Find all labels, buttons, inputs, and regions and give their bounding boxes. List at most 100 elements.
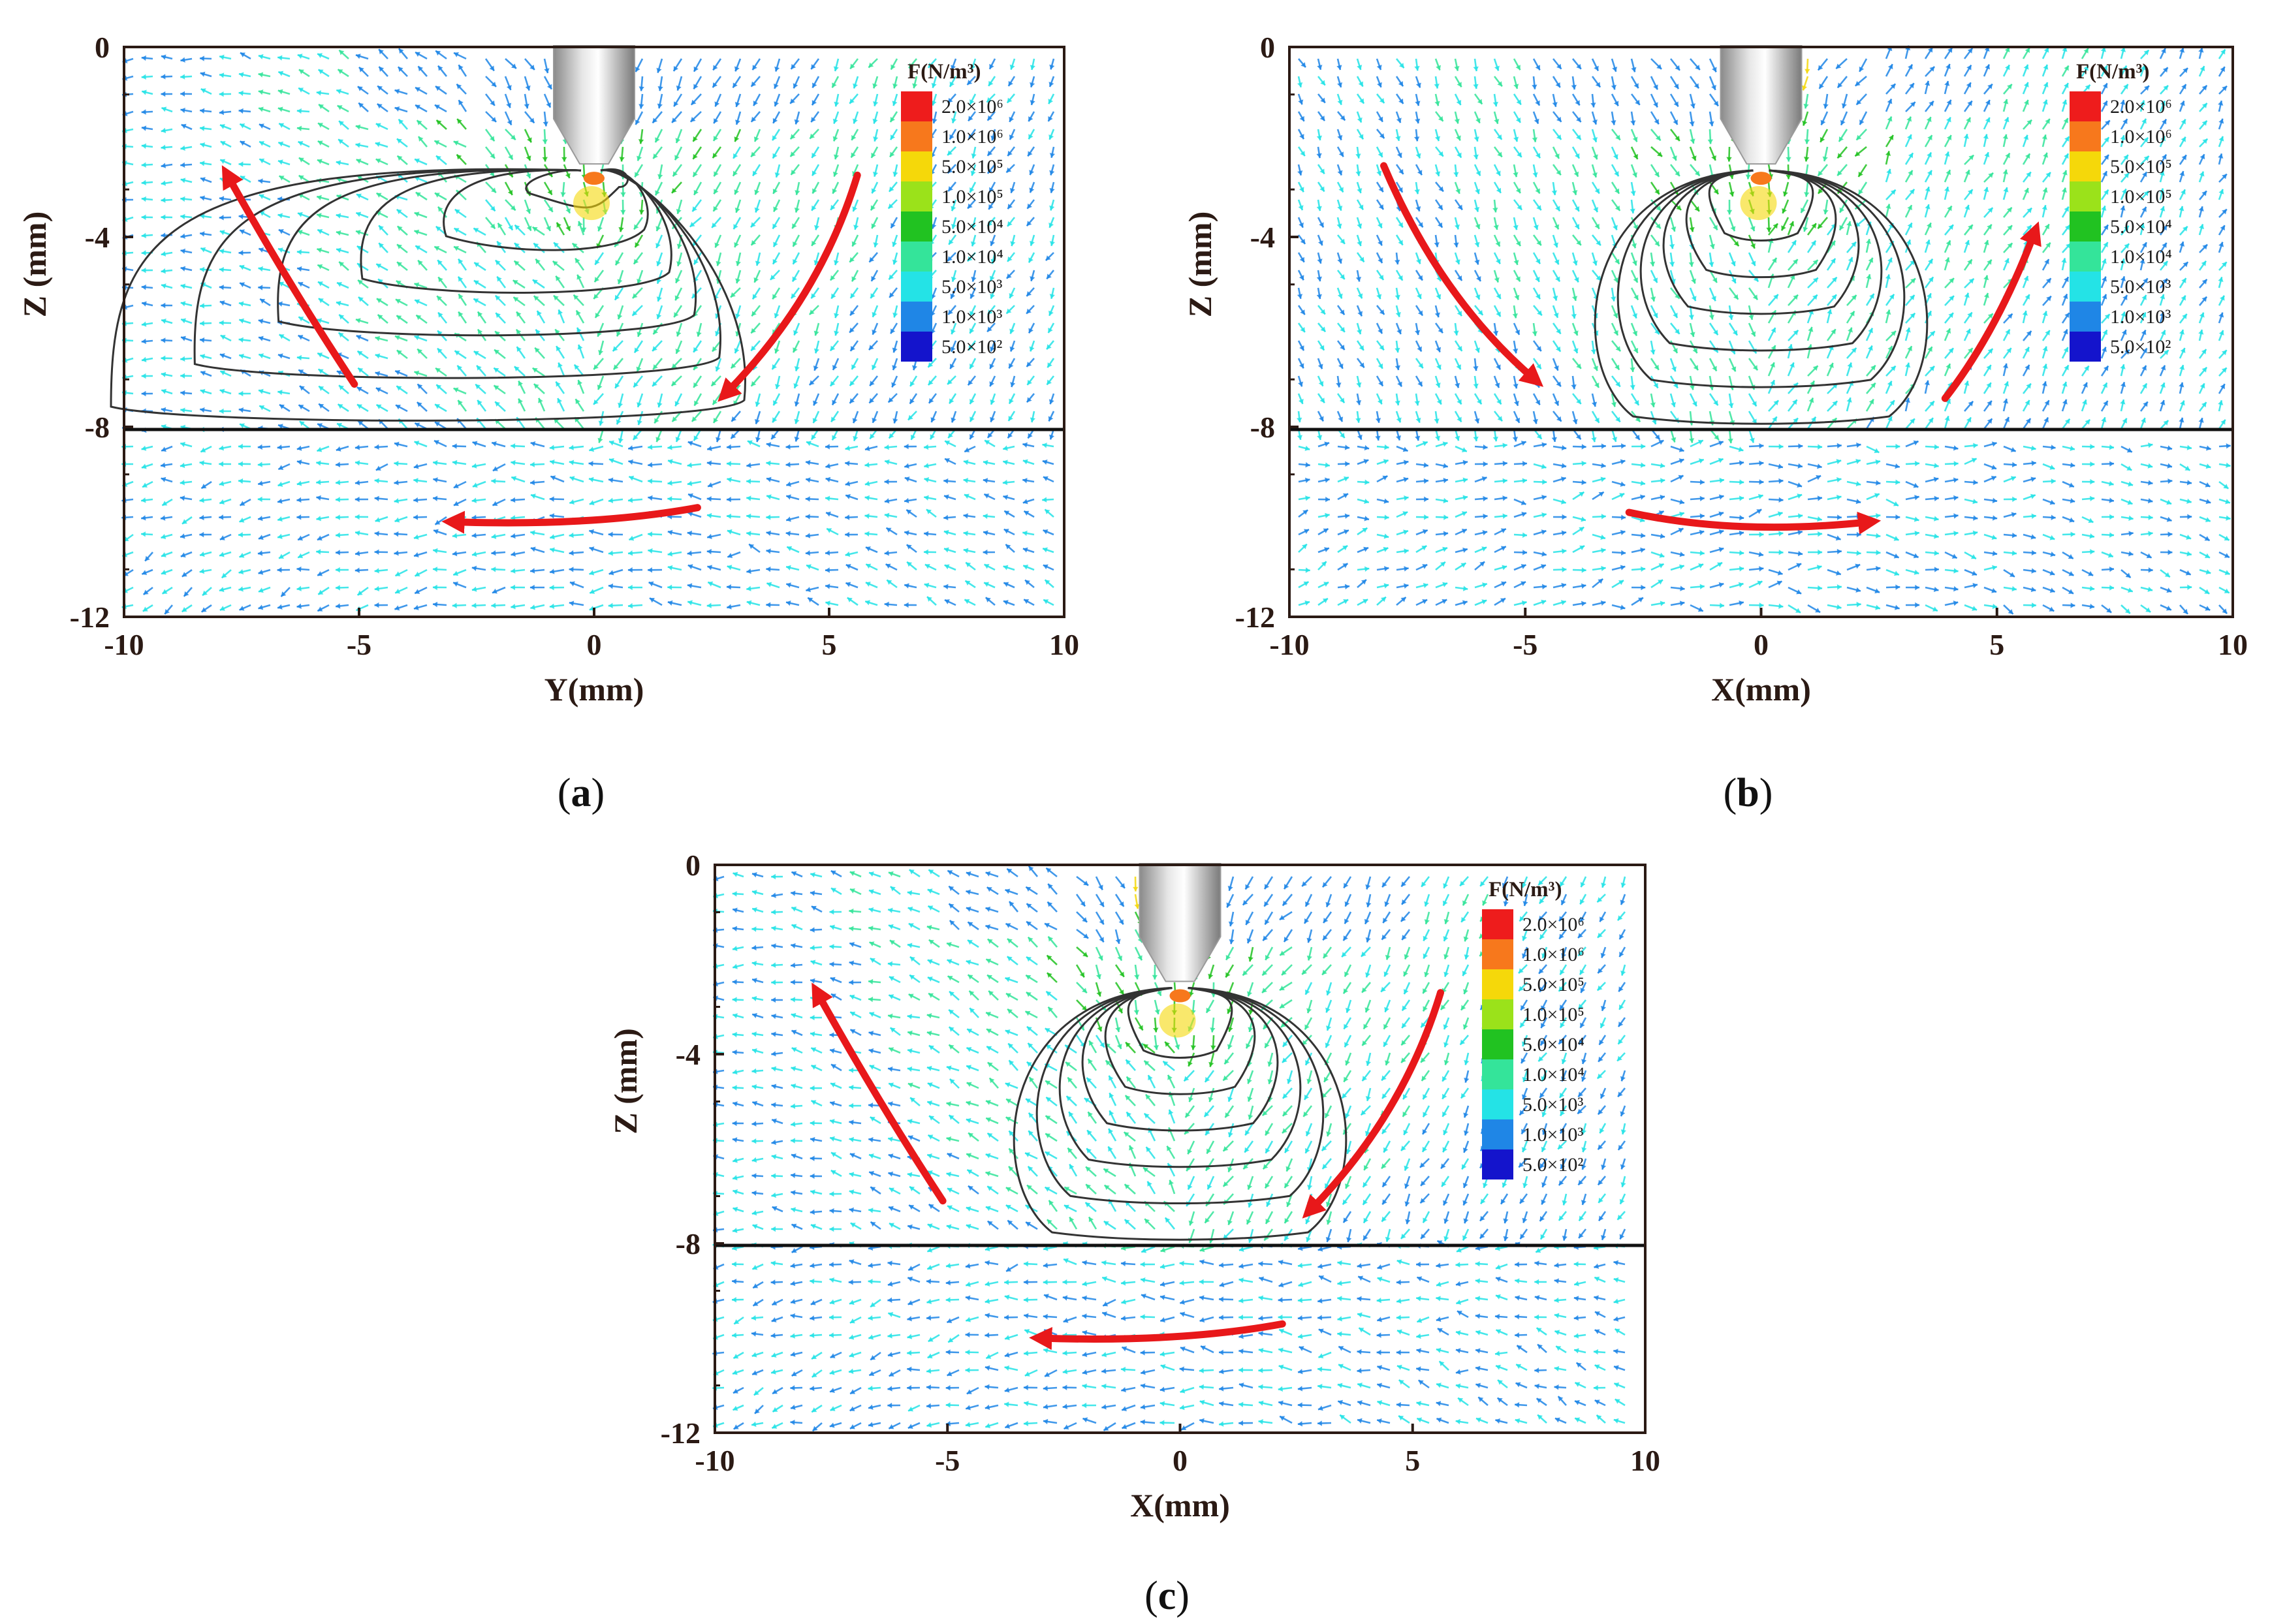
legend-label: 5.0×10² xyxy=(2110,336,2171,358)
x-tick-label: 10 xyxy=(1049,628,1079,661)
legend-swatch xyxy=(1482,1059,1513,1089)
x-tick-label: 5 xyxy=(1405,1444,1420,1477)
panel-caption: (a) xyxy=(558,771,605,815)
legend-swatch xyxy=(901,332,932,362)
flow-arrows xyxy=(1380,162,2041,535)
x-tick-label: 10 xyxy=(1630,1444,1660,1477)
y-tick-label: -8 xyxy=(1250,411,1275,444)
y-axis-label: Z (mm) xyxy=(607,1028,644,1134)
panel-c: -10 -5 0 5 10 0 -4 -8 -12 X(mm) Z (mm) F(N/m³) 2.0×1… xyxy=(607,849,1660,1618)
legend-label: 2.0×10⁶ xyxy=(1522,914,1584,935)
legend-label: 1.0×10⁶ xyxy=(2110,126,2172,148)
color-legend: F(N/m³) 2.0×10⁶ 1.0×10⁶ 5.0×10⁵ 1.0×10⁵ 5.0×1… xyxy=(2070,60,2172,362)
flow-arrow-3 xyxy=(1625,508,1882,535)
y-tick-label: 0 xyxy=(686,849,701,882)
y-tick-label: -8 xyxy=(85,411,110,444)
legend-label: 5.0×10⁴ xyxy=(941,216,1003,238)
y-tick-label: -4 xyxy=(1250,221,1275,254)
legend-swatch xyxy=(901,181,932,211)
legend-label: 5.0×10³ xyxy=(2110,276,2171,298)
y-tick-label: -12 xyxy=(1235,601,1275,634)
panel-caption: (b) xyxy=(1724,771,1773,815)
legend-swatch xyxy=(2070,332,2101,362)
x-axis-label: Y(mm) xyxy=(544,671,644,708)
legend-swatch xyxy=(901,272,932,302)
flow-arrow-1 xyxy=(221,165,358,388)
legend-swatch xyxy=(1482,1089,1513,1119)
nozzle xyxy=(1720,45,1803,165)
legend-swatch xyxy=(2070,272,2101,302)
legend-swatch xyxy=(1482,1029,1513,1059)
legend-swatch xyxy=(2070,151,2101,181)
x-tick-label: -10 xyxy=(1269,628,1309,661)
legend-swatch xyxy=(901,302,932,332)
legend-swatch xyxy=(1482,939,1513,969)
x-tick-label: 10 xyxy=(2218,628,2248,661)
x-tick-label: -5 xyxy=(1513,628,1537,661)
legend-label: 1.0×10⁶ xyxy=(941,126,1003,148)
y-tick-label: -8 xyxy=(676,1227,701,1260)
x-tick-label: 0 xyxy=(1754,628,1769,661)
legend-swatch xyxy=(2070,211,2101,242)
legend-label: 1.0×10⁶ xyxy=(1522,944,1584,965)
x-tick-label: 5 xyxy=(822,628,837,661)
x-tick-label: -5 xyxy=(347,628,371,661)
hot-spot xyxy=(584,172,605,185)
legend-swatch xyxy=(901,211,932,242)
hot-spot xyxy=(1169,989,1191,1003)
legend-label: 1.0×10⁵ xyxy=(941,186,1003,208)
legend-label: 5.0×10³ xyxy=(941,276,1002,298)
panel-a: -10 -5 0 5 10 0 -4 -8 -12 Y(mm) Z (mm) F(N/m³) 2.0×1… xyxy=(16,31,1079,815)
legend-label: 5.0×10⁴ xyxy=(2110,216,2172,238)
legend-label: 5.0×10⁵ xyxy=(2110,156,2172,178)
panel-b: -10 -5 0 5 10 0 -4 -8 -12 X(mm) Z (mm) F(N/m³) 2.0×1… xyxy=(1182,31,2248,815)
legend-label: 1.0×10³ xyxy=(1522,1124,1583,1146)
flow-arrow-1 xyxy=(812,982,947,1205)
flow-arrow-2 xyxy=(717,171,861,402)
x-tick-label: -10 xyxy=(695,1444,734,1477)
legend-label: 1.0×10⁴ xyxy=(2110,246,2172,268)
legend-swatch xyxy=(1482,1119,1513,1149)
x-tick-label: -10 xyxy=(104,628,144,661)
y-tick-label: 0 xyxy=(1260,31,1275,64)
flow-arrows xyxy=(221,165,861,534)
legend-swatch xyxy=(901,91,932,121)
velocity-vector-field xyxy=(121,48,1056,615)
legend-label: 5.0×10³ xyxy=(1522,1094,1583,1116)
legend-swatch xyxy=(1482,999,1513,1029)
velocity-vector-field xyxy=(1297,45,2231,615)
legend-label: 5.0×10⁴ xyxy=(1522,1034,1584,1055)
melt-pool-contours xyxy=(1013,987,1348,1241)
y-tick-label: -12 xyxy=(70,601,110,634)
hot-spot xyxy=(1750,172,1772,185)
legend-swatch xyxy=(901,151,932,181)
legend-label: 5.0×10² xyxy=(1522,1154,1583,1176)
y-tick-label: -12 xyxy=(661,1416,701,1450)
legend-swatch xyxy=(901,242,932,272)
legend-label: 1.0×10⁴ xyxy=(1522,1064,1584,1085)
legend-label: 1.0×10³ xyxy=(2110,306,2171,328)
flow-arrows xyxy=(812,982,1444,1351)
color-legend: F(N/m³) 2.0×10⁶ 1.0×10⁶ 5.0×10⁵ 1.0×10⁵ 5.0×1… xyxy=(1482,878,1584,1179)
legend-swatch xyxy=(1482,1149,1513,1179)
flow-arrow-1 xyxy=(1380,162,1544,387)
legend-label: 1.0×10³ xyxy=(941,306,1002,328)
legend-title: F(N/m³) xyxy=(1489,878,1562,901)
x-tick-label: -5 xyxy=(935,1444,960,1477)
flow-arrow-3 xyxy=(1029,1320,1286,1351)
x-tick-label: 5 xyxy=(1989,628,2004,661)
nozzle xyxy=(1139,863,1222,982)
legend-title: F(N/m³) xyxy=(907,60,981,84)
x-tick-label: 0 xyxy=(587,628,602,661)
nozzle xyxy=(553,45,635,165)
legend-label: 1.0×10⁵ xyxy=(2110,186,2172,208)
velocity-vector-field xyxy=(712,865,1626,1432)
legend-swatch xyxy=(2070,121,2101,151)
legend-swatch xyxy=(901,121,932,151)
legend-swatch xyxy=(2070,181,2101,211)
legend-label: 2.0×10⁶ xyxy=(2110,96,2172,117)
panel-caption: (c) xyxy=(1144,1574,1190,1618)
legend-swatch xyxy=(1482,909,1513,939)
flow-arrow-3 xyxy=(441,504,701,534)
